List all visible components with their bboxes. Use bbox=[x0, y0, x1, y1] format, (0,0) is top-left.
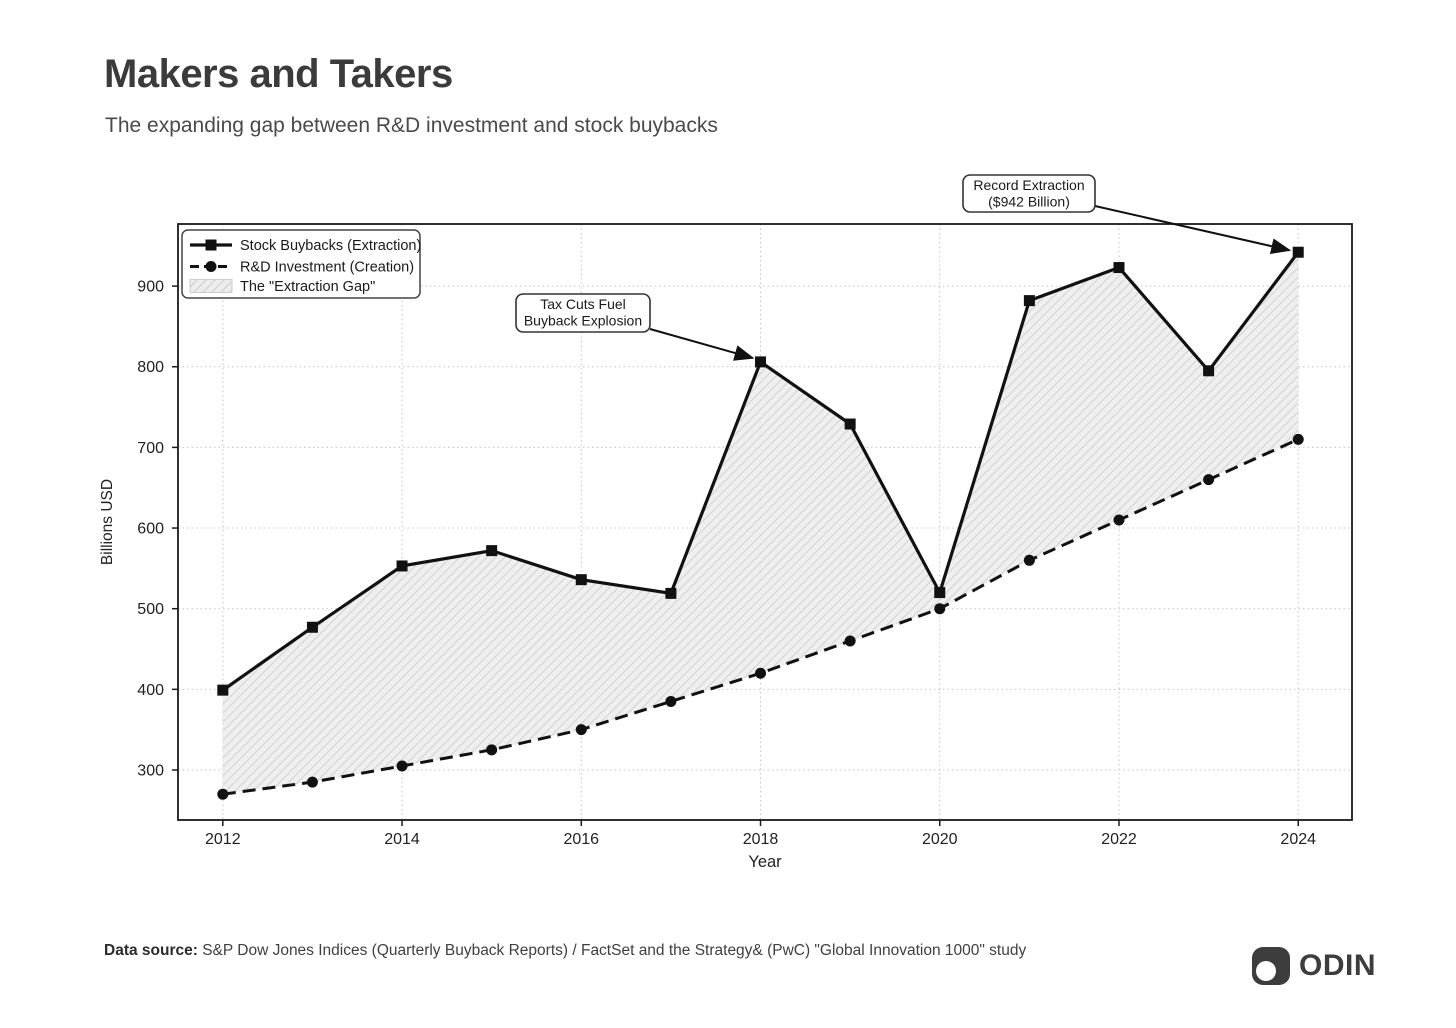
legend: Stock Buybacks (Extraction) R&D Investmen… bbox=[181, 229, 421, 299]
buybacks-series bbox=[217, 246, 1304, 696]
annotation: Record Extraction($942 Billion) bbox=[962, 174, 1292, 255]
rnd-marker bbox=[844, 635, 856, 647]
y-tick-label: 800 bbox=[137, 359, 164, 376]
buybacks-marker bbox=[755, 356, 767, 368]
rnd-marker bbox=[755, 667, 767, 679]
data-source-text: S&P Dow Jones Indices (Quarterly Buyback… bbox=[197, 942, 1027, 959]
odin-logo-icon bbox=[1252, 947, 1290, 985]
legend-band-label: The "Extraction Gap" bbox=[240, 279, 375, 295]
x-axis-label: Year bbox=[748, 853, 782, 871]
buybacks-marker bbox=[844, 418, 856, 430]
annotation-box bbox=[962, 174, 1096, 213]
data-source: Data source: S&P Dow Jones Indices (Quar… bbox=[104, 942, 1026, 960]
x-tick-label: 2018 bbox=[743, 831, 779, 848]
y-tick-label: 900 bbox=[137, 279, 164, 296]
y-tick-label: 700 bbox=[137, 440, 164, 457]
buybacks-marker bbox=[665, 587, 677, 599]
y-axis-label: Billions USD bbox=[99, 479, 116, 565]
annotation-text: Record Extraction bbox=[973, 177, 1084, 193]
legend-buybacks-label: Stock Buybacks (Extraction) bbox=[240, 238, 421, 254]
rnd-marker bbox=[575, 724, 587, 736]
buybacks-marker bbox=[217, 684, 229, 696]
x-tick-label: 2024 bbox=[1280, 831, 1316, 848]
rnd-marker bbox=[217, 788, 229, 800]
buybacks-marker bbox=[486, 545, 498, 557]
rnd-marker bbox=[1023, 554, 1035, 566]
annotation-text: ($942 Billion) bbox=[988, 194, 1070, 210]
rnd-series bbox=[217, 433, 1304, 800]
buybacks-marker bbox=[1023, 295, 1035, 307]
axes: 2012 2014 2016 2018 2020 2022 2024 300 400 500 600… bbox=[99, 279, 1316, 871]
legend-box bbox=[181, 229, 421, 299]
legend-buybacks-marker bbox=[205, 239, 217, 251]
annotation-arrow bbox=[1094, 205, 1292, 255]
annotation-arrow bbox=[649, 328, 755, 361]
buybacks-marker bbox=[1113, 262, 1125, 274]
legend-rnd-marker bbox=[205, 261, 217, 272]
rnd-marker bbox=[934, 603, 946, 615]
buybacks-marker bbox=[306, 621, 318, 633]
plot-frame bbox=[177, 223, 1353, 821]
annotation-text: Buyback Explosion bbox=[524, 313, 642, 329]
legend-band-swatch bbox=[189, 279, 233, 293]
buybacks-marker bbox=[575, 574, 587, 586]
x-tick-label: 2012 bbox=[205, 831, 241, 848]
rnd-marker bbox=[306, 776, 318, 788]
page-title: Makers and Takers bbox=[104, 52, 453, 96]
y-tick-label: 400 bbox=[137, 682, 164, 699]
y-tick-label: 600 bbox=[137, 521, 164, 538]
rnd-marker bbox=[1203, 474, 1215, 486]
x-tick-label: 2016 bbox=[563, 831, 599, 848]
buybacks-marker bbox=[1292, 246, 1304, 258]
legend-rnd-label: R&D Investment (Creation) bbox=[240, 260, 414, 276]
rnd-marker bbox=[1113, 514, 1125, 526]
rnd-marker bbox=[486, 744, 498, 756]
x-tick-label: 2014 bbox=[384, 831, 420, 848]
page-subtitle: The expanding gap between R&D investment… bbox=[105, 114, 718, 137]
x-tick-label: 2022 bbox=[1101, 831, 1137, 848]
odin-logo-text: ODIN bbox=[1299, 949, 1376, 982]
buybacks-marker bbox=[1203, 365, 1215, 377]
rnd-marker bbox=[396, 760, 408, 772]
buybacks-marker bbox=[934, 587, 946, 599]
odin-logo: ODIN bbox=[1252, 947, 1376, 985]
rnd-marker bbox=[1292, 433, 1304, 445]
x-tick-label: 2020 bbox=[922, 831, 958, 848]
buybacks-marker bbox=[396, 560, 408, 572]
rnd-marker bbox=[665, 695, 677, 707]
annotation-box bbox=[515, 293, 651, 333]
y-tick-label: 500 bbox=[137, 601, 164, 618]
extraction-gap-band bbox=[222, 252, 1299, 795]
y-tick-label: 300 bbox=[137, 762, 164, 779]
annotation-text: Tax Cuts Fuel bbox=[540, 296, 626, 312]
data-source-label: Data source: bbox=[104, 942, 198, 959]
